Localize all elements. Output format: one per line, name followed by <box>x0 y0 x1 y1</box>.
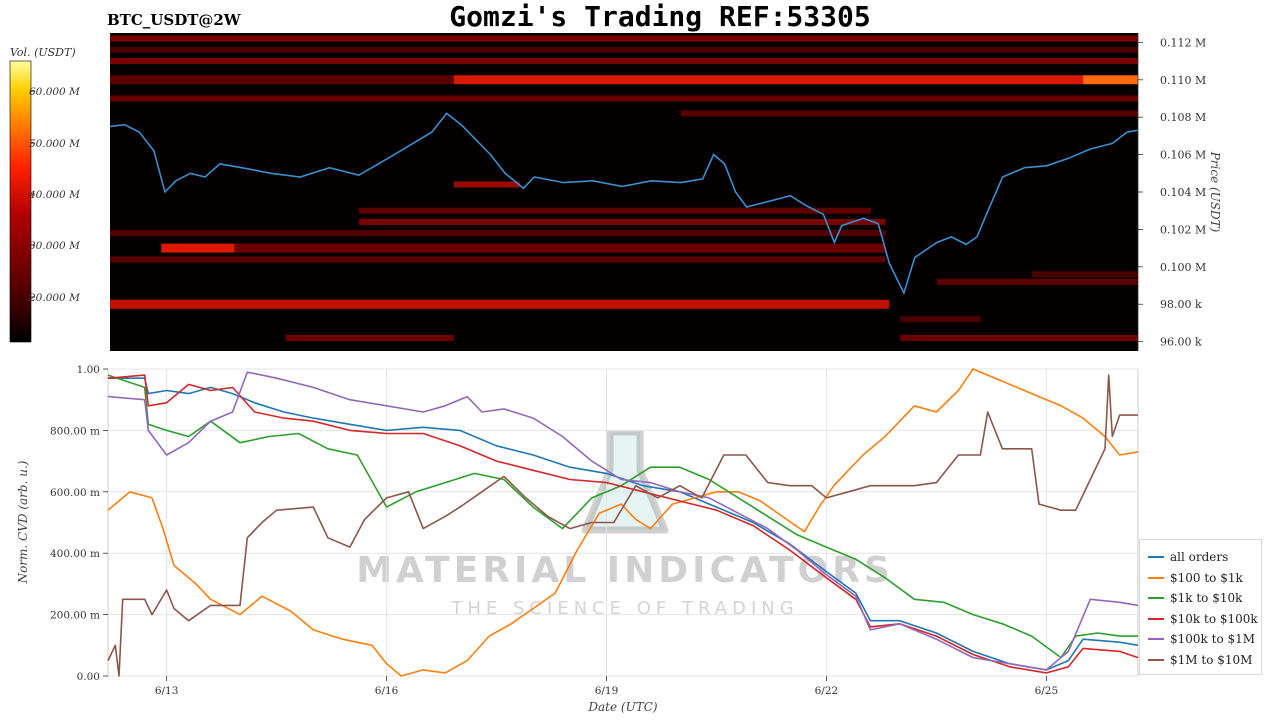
legend-item: all orders <box>1148 547 1261 568</box>
colorbar-tick-label: 40.000 M <box>28 189 80 201</box>
cvd-ytick-label: 0.00 <box>77 671 100 683</box>
legend-label: all orders <box>1170 550 1229 565</box>
legend-item: $10k to $100k <box>1148 609 1261 630</box>
heatmap-band <box>358 218 886 225</box>
cvd-series-line <box>107 368 1139 677</box>
heatmap-ytick-label: 0.108 M <box>1160 111 1206 124</box>
cvd-series-line <box>108 377 1139 671</box>
legend-label: $100k to $1M <box>1170 632 1256 647</box>
heatmap-band <box>110 46 1138 53</box>
legend-item: $100k to $1M <box>1148 629 1261 650</box>
legend-swatch <box>1148 556 1164 559</box>
heatmap-band <box>936 278 1138 285</box>
heatmap-band <box>110 230 886 237</box>
legend-item: $1k to $10k <box>1148 588 1261 609</box>
cvd-ytick-label: 800.00 m <box>50 425 100 437</box>
heatmap-ytick-label: 0.112 M <box>1160 36 1206 49</box>
heatmap-band <box>110 58 1138 65</box>
legend-item: $1M to $10M <box>1148 650 1261 671</box>
heatmap-band <box>161 243 235 253</box>
cvd-ytick-label: 600.00 m <box>50 487 100 499</box>
cvd-ytick-label: 1.00 <box>77 364 100 376</box>
cvd-series-line <box>107 371 1139 671</box>
legend-label: $100 to $1k <box>1170 570 1243 585</box>
heatmap-band <box>234 243 886 253</box>
legend-item: $100 to $1k <box>1148 568 1261 589</box>
heatmap-band <box>110 75 454 85</box>
colorbar-label: Vol. (USDT) <box>10 46 76 59</box>
pair-label: BTC_USDT@2W <box>107 11 241 29</box>
cvd-series-line <box>107 374 1138 677</box>
cvd-ylabel: Norm. CVD (arb. u.) <box>16 460 30 584</box>
legend-swatch <box>1148 658 1164 661</box>
legend-label: $1M to $10M <box>1170 652 1253 667</box>
legend-label: $1k to $10k <box>1170 591 1243 606</box>
cvd-xtick-label: 6/22 <box>815 685 839 697</box>
cvd-xlabel: Date (UTC) <box>587 700 657 714</box>
chart-title: Gomzi's Trading REF:53305 <box>449 0 871 33</box>
colorbar-tick-label: 30.000 M <box>29 240 80 252</box>
heatmap-band <box>680 110 1138 117</box>
heatmap-band <box>110 35 1138 42</box>
colorbar: Vol. (USDT) 20.000 M 30.000 M 40.000 M 50.0… <box>9 46 80 343</box>
legend-label: $10k to $100k <box>1170 611 1258 626</box>
heatmap-ytick-label: 0.110 M <box>1160 74 1206 87</box>
legend-swatch <box>1148 597 1164 600</box>
cvd-xtick-label: 6/25 <box>1035 685 1059 697</box>
legend: all orders $100 to $1k $1k to $10k $10k to … <box>1139 539 1262 675</box>
price-line <box>109 112 1139 296</box>
colorbar-tick-label: 20.000 M <box>28 292 80 304</box>
cvd-series-line <box>107 374 1138 659</box>
heatmap-band <box>900 316 981 323</box>
heatmap-band <box>285 334 454 341</box>
heatmap-band <box>453 181 520 188</box>
colorbar-gradient <box>9 60 32 343</box>
heatmap-band <box>1031 271 1138 278</box>
cvd-ytick-label: 200.00 m <box>50 610 100 622</box>
heatmap-ytick-label: 96.00 k <box>1160 336 1202 349</box>
colorbar-tick-label: 50.000 M <box>29 138 80 150</box>
heatmap-band <box>110 95 1138 102</box>
legend-swatch <box>1148 638 1164 641</box>
cvd-xtick-label: 6/16 <box>375 685 399 697</box>
heatmap-band <box>358 207 871 214</box>
colorbar-tick-label: 60.000 M <box>29 86 80 98</box>
heatmap-ylabel: Price (USDT) <box>1208 151 1222 233</box>
heatmap-background <box>110 33 1138 351</box>
heatmap-band <box>453 75 1084 85</box>
heatmap-ytick-label: 0.106 M <box>1160 149 1206 162</box>
legend-swatch <box>1148 617 1164 620</box>
heatmap-band <box>110 299 890 309</box>
legend-swatch <box>1148 576 1164 579</box>
cvd-chart: 0.00 200.00 m 400.00 m 600.00 m 800.00 m 1.00… <box>16 364 1139 714</box>
cvd-series-line <box>107 374 1139 674</box>
heatmap-band <box>110 256 886 263</box>
cvd-xtick-label: 6/19 <box>595 685 619 697</box>
cvd-ytick-label: 400.00 m <box>50 548 100 560</box>
heatmap-panel: 96.00 k 98.00 k 0.100 M 0.102 M 0.104 M 0.106… <box>109 33 1222 351</box>
heatmap-ytick-label: 0.104 M <box>1160 186 1206 199</box>
heatmap-ytick-label: 0.100 M <box>1160 261 1206 274</box>
heatmap-ytick-label: 98.00 k <box>1160 298 1202 311</box>
heatmap-band <box>1083 75 1138 85</box>
heatmap-ytick-label: 0.102 M <box>1160 223 1206 236</box>
heatmap-band <box>900 334 1138 341</box>
cvd-xtick-label: 6/13 <box>155 685 179 697</box>
